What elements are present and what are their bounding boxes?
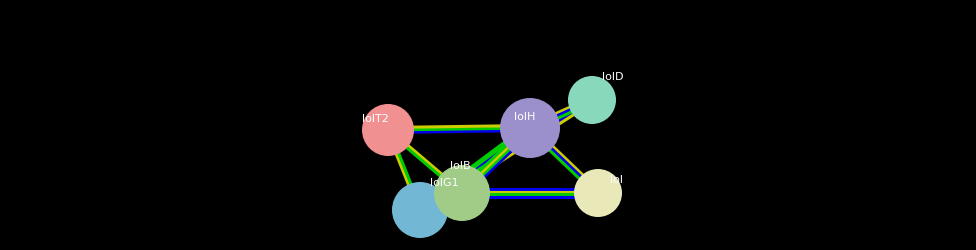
Text: lolT2: lolT2	[362, 114, 388, 124]
Text: lolH: lolH	[514, 112, 536, 122]
Text: lol: lol	[610, 175, 623, 185]
Text: lolD: lolD	[602, 72, 624, 82]
Circle shape	[434, 165, 490, 221]
Circle shape	[362, 104, 414, 156]
Circle shape	[568, 76, 616, 124]
Text: lolG1: lolG1	[430, 178, 459, 188]
Circle shape	[392, 182, 448, 238]
Circle shape	[500, 98, 560, 158]
Circle shape	[574, 169, 622, 217]
Text: lolB: lolB	[450, 161, 470, 171]
